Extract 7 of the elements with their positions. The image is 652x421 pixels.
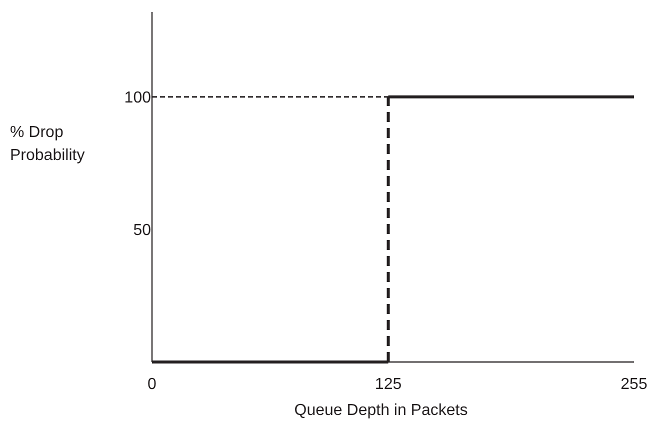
y-tick-label: 100	[124, 89, 152, 106]
x-tick-label: 0	[148, 376, 157, 393]
x-tick-label: 255	[620, 376, 648, 393]
y-tick-label: 50	[133, 222, 152, 240]
y-axis-title: % Drop Probability	[10, 124, 85, 164]
x-tick-label: 125	[374, 376, 402, 393]
x-axis-title: Queue Depth in Packets	[294, 402, 468, 419]
